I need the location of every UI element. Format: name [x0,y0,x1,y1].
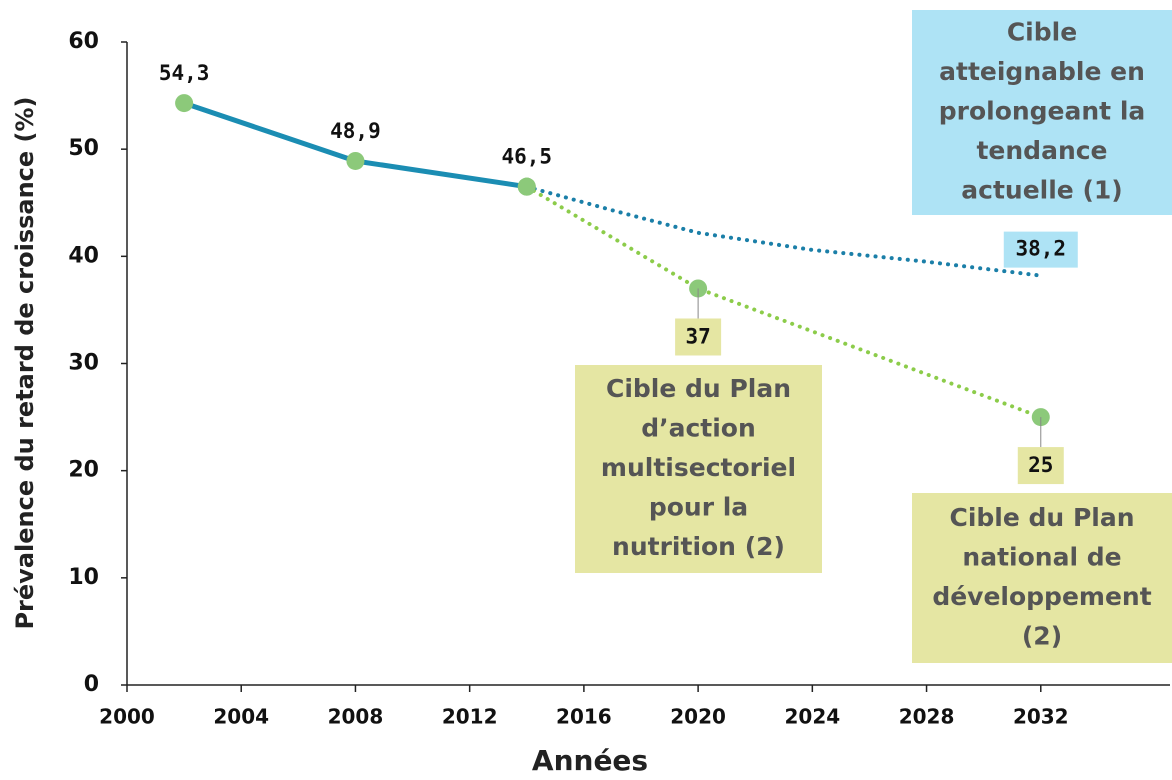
annotation-text: d’action [641,414,756,443]
y-tick-label: 0 [84,672,99,697]
x-axis-label: Années [532,744,648,777]
x-tick-label: 2028 [899,705,955,729]
annotation-text: Cible du Plan [950,503,1135,532]
annotation-text: multisectoriel [601,453,796,482]
x-tick-label: 2020 [670,705,726,729]
y-tick-label: 10 [68,565,99,590]
x-tick-label: 2000 [99,705,155,729]
annotation-text: Cible [1007,18,1077,47]
annotation-text: nutrition (2) [612,532,785,561]
y-tick-label: 60 [68,29,99,54]
annotation-text: atteignable en [939,57,1145,86]
data-point [175,94,194,113]
series-line [524,184,1043,420]
y-tick-label: 40 [68,243,99,268]
data-label: 54,3 [159,61,210,85]
series-line [181,100,530,190]
x-tick-label: 2016 [556,705,612,729]
x-tick-label: 2024 [784,705,840,729]
data-label-box [1003,231,1078,268]
data-label: 46,5 [501,145,552,169]
annotation-text: national de [962,542,1121,571]
x-tick-label: 2012 [442,705,498,729]
annotation-text: développement [932,582,1151,611]
data-label-box [675,318,722,356]
y-tick-label: 30 [68,351,99,376]
data-label: 48,9 [330,119,381,143]
x-tick-label: 2004 [213,705,269,729]
annotation-text: Cible du Plan [606,374,791,403]
annotation-text: tendance [976,136,1107,165]
data-label: 38,2 [1015,237,1066,261]
x-tick-label: 2032 [1013,705,1069,729]
y-tick-label: 50 [68,136,99,161]
data-point [517,177,536,196]
annotation-text: actuelle (1) [961,176,1122,205]
annotation-box [912,10,1172,215]
annotation-box [912,493,1172,663]
data-label-box [1017,447,1064,485]
y-tick-label: 20 [68,458,99,483]
annotation-text: pour la [649,493,748,522]
x-tick-label: 2008 [328,705,384,729]
data-label: 25 [1028,453,1053,477]
data-label: 37 [685,324,710,348]
annotation-box [575,365,822,573]
data-point [346,151,365,170]
annotation-text: (2) [1022,621,1062,650]
series-line [524,184,1043,278]
annotation-text: prolongeant la [939,97,1146,126]
y-axis-label: Prévalence du retard de croissance (%) [11,96,39,629]
